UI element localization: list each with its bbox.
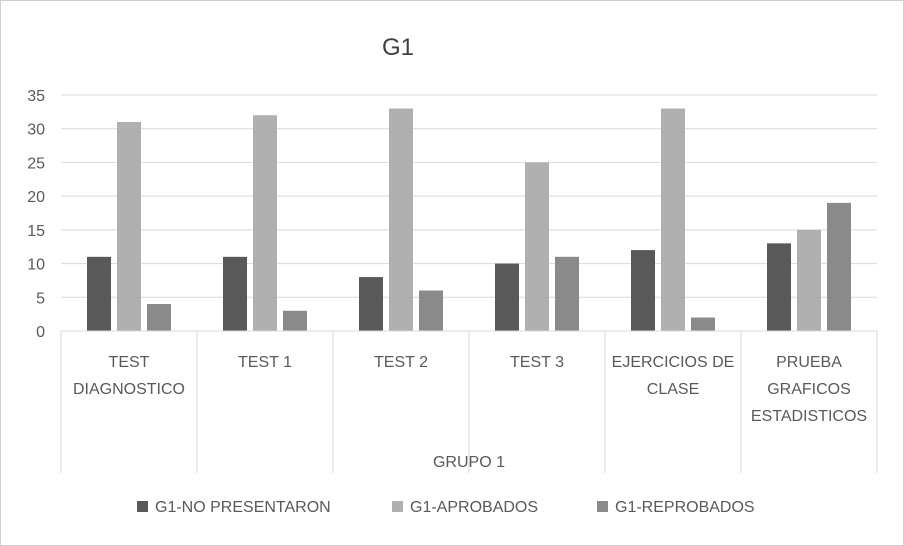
category-label: PRUEBA GRAFICOS ESTADISTICOS: [751, 354, 867, 425]
bar-1-4: [495, 263, 519, 331]
bar-3-3: [419, 290, 443, 331]
y-tick-label: 25: [27, 155, 45, 172]
bar-3-6: [827, 202, 851, 331]
bar-3-2: [283, 310, 307, 331]
bar-1-2: [223, 256, 247, 331]
legend-label: G1-APROBADOS: [410, 499, 538, 516]
legend-label: G1-REPROBADOS: [615, 499, 755, 516]
category-label: TEST 2: [374, 354, 428, 371]
y-tick-label: 5: [36, 290, 45, 307]
bar-1-6: [767, 243, 791, 331]
legend: G1-NO PRESENTARON G1-APROBADOS G1-REPROBAD…: [137, 499, 755, 516]
legend-item: G1-NO PRESENTARON: [137, 499, 331, 516]
legend-swatch: [597, 501, 608, 512]
y-tick-label: 10: [27, 257, 45, 274]
category-label: TEST 3: [510, 354, 564, 371]
x-axis: TEST DIAGNOSTICO TEST 1 TEST 2 TEST 3 EJERCIC…: [60, 330, 878, 473]
legend-label: G1-NO PRESENTARON: [155, 499, 331, 516]
bar-1-3: [359, 277, 383, 331]
bar-2-6: [797, 229, 821, 331]
bar-3-5: [691, 317, 715, 331]
bar-3-1: [147, 304, 171, 331]
category-label: EJERCICIOS DE CLASE: [612, 354, 735, 398]
y-tick-label: 20: [27, 189, 45, 206]
category-label: TEST 1: [238, 354, 292, 371]
bar-2-2: [253, 115, 277, 331]
legend-item: G1-APROBADOS: [392, 499, 538, 516]
gridlines: [61, 94, 877, 332]
bar-3-4: [555, 256, 579, 331]
group-label: GRUPO 1: [433, 454, 505, 471]
bar-2-4: [525, 162, 549, 331]
chart-title: G1: [382, 34, 414, 61]
bar-1-1: [87, 256, 111, 331]
y-tick-label: 15: [27, 223, 45, 240]
legend-item: G1-REPROBADOS: [597, 499, 755, 516]
bar-1-5: [631, 250, 655, 331]
bar-2-5: [661, 108, 685, 331]
category-label: TEST DIAGNOSTICO: [73, 354, 185, 398]
bar-2-1: [117, 121, 141, 331]
legend-swatch: [137, 501, 148, 512]
bars: [87, 108, 851, 331]
bar-2-3: [389, 108, 413, 331]
y-tick-label: 30: [27, 122, 45, 139]
legend-swatch: [392, 501, 403, 512]
y-axis: 0 5 10 15 20 25 30 35: [27, 88, 45, 341]
y-tick-label: 0: [36, 324, 45, 341]
y-tick-label: 35: [27, 88, 45, 105]
